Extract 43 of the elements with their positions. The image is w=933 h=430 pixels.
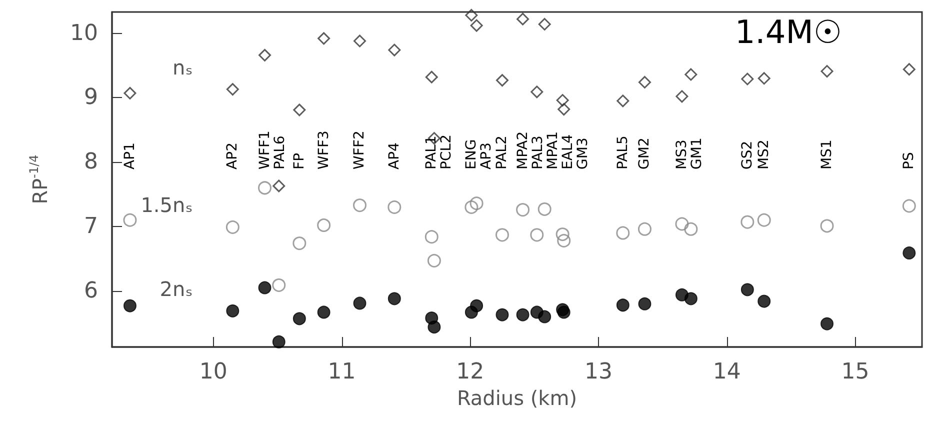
- annotation: PCL2: [438, 134, 455, 170]
- annotation: PAL1: [424, 136, 440, 170]
- x-tick-label: 10: [199, 360, 228, 384]
- y-tick-label: 9: [84, 85, 98, 110]
- annotation: AP1: [122, 142, 138, 170]
- annotation: GM1: [688, 138, 705, 170]
- annotation: MS2: [756, 140, 772, 170]
- annotation: AP4: [386, 142, 402, 170]
- annotation: PAL3: [530, 136, 546, 170]
- x-tick-label: 15: [841, 360, 870, 384]
- annotation: PAL2: [494, 136, 510, 170]
- annotation: 1.4M☉: [734, 13, 842, 51]
- annotation: AP2: [224, 142, 241, 170]
- annotation: WFF3: [316, 130, 332, 170]
- annotation: FP: [291, 152, 308, 170]
- x-tick-label: 11: [328, 360, 356, 384]
- series-label: 1.5nₛ: [140, 193, 193, 218]
- annotation: MPA1: [544, 131, 561, 170]
- annotation: GS2: [739, 140, 756, 170]
- series-label: 2nₛ: [160, 276, 193, 301]
- annotation: AP3: [478, 142, 494, 170]
- annotation: GM2: [636, 138, 653, 170]
- y-tick-label: 10: [70, 20, 98, 46]
- series-label: nₛ: [172, 55, 193, 80]
- annotation: ENG: [463, 139, 480, 170]
- x-tick-label: 12: [456, 360, 484, 384]
- annotation: MS1: [819, 140, 836, 170]
- y-tick-label: 7: [84, 214, 98, 240]
- y-axis-title: RP-1/4: [27, 154, 52, 204]
- annotation: PAL6: [272, 136, 288, 170]
- x-axis-title: Radius (km): [456, 386, 578, 410]
- annotation: EAL4: [560, 134, 576, 170]
- y-tick-label: 6: [84, 278, 98, 304]
- annotation: PS: [901, 152, 918, 170]
- y-tick-label: 8: [84, 150, 98, 175]
- annotation: MS3: [674, 140, 690, 170]
- x-tick-label: 14: [712, 360, 741, 384]
- annotation: MPA2: [514, 131, 531, 170]
- annotation: WFF2: [352, 130, 368, 170]
- annotation: WFF1: [256, 130, 273, 170]
- annotation: PAL5: [614, 136, 631, 170]
- x-tick-label: 13: [584, 360, 613, 384]
- annotation: GM3: [574, 138, 591, 170]
